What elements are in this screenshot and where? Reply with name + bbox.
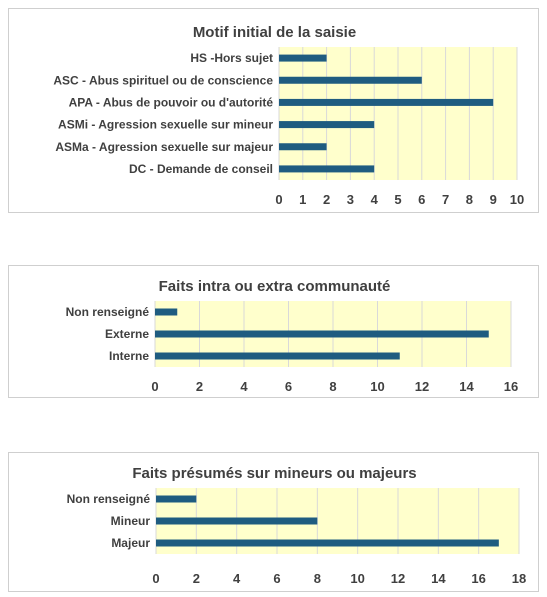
category-label: HS -Hors sujet — [190, 51, 273, 65]
x-tick-label: 3 — [347, 192, 354, 207]
x-tick-label: 12 — [391, 571, 405, 586]
category-label: DC - Demande de conseil — [129, 162, 273, 176]
category-label: Externe — [105, 327, 149, 341]
x-tick-label: 4 — [371, 192, 379, 207]
x-tick-label: 14 — [459, 379, 474, 394]
x-tick-label: 6 — [285, 379, 292, 394]
chart-motif: Motif initial de la saisie 0 1 2 3 4 5 6 7 8 9 10 HS… — [53, 24, 524, 207]
category-label: Non renseigné — [67, 492, 151, 506]
category-label: Interne — [109, 349, 149, 363]
x-tick-label: 0 — [152, 571, 159, 586]
category-label: Non renseigné — [66, 305, 150, 319]
bar — [279, 98, 494, 106]
x-tick-label: 2 — [323, 192, 330, 207]
x-tick-label: 9 — [490, 192, 497, 207]
x-tick-label: 10 — [370, 379, 384, 394]
chart-panel-motif: Motif initial de la saisie 0 1 2 3 4 5 6 7 8 9 10 HS… — [8, 8, 539, 213]
category-label: ASMa - Agression sexuelle sur majeur — [55, 140, 273, 154]
bar — [279, 143, 327, 151]
chart-mineurs-majeurs: Faits présumés sur mineurs ou majeurs 0 2 4… — [67, 465, 527, 586]
chart-title: Motif initial de la saisie — [193, 24, 356, 41]
category-label: APA - Abus de pouvoir ou d'autorité — [69, 95, 274, 109]
x-tick-label: 8 — [314, 571, 321, 586]
bar — [279, 54, 327, 62]
x-tick-label: 18 — [512, 571, 526, 586]
x-tick-label: 2 — [196, 379, 203, 394]
bar — [155, 330, 489, 338]
x-tick-label: 4 — [233, 571, 241, 586]
x-tick-label: 0 — [151, 379, 158, 394]
category-label: Majeur — [111, 536, 150, 550]
bar — [156, 517, 318, 525]
category-label: ASMi - Agression sexuelle sur mineur — [58, 118, 273, 132]
x-tick-label: 8 — [329, 379, 336, 394]
x-tick-label: 2 — [193, 571, 200, 586]
bar — [156, 539, 499, 547]
category-label: ASC - Abus spirituel ou de conscience — [53, 73, 273, 87]
bar — [279, 121, 375, 129]
category-label: Mineur — [111, 514, 151, 528]
x-tick-label: 8 — [466, 192, 473, 207]
bar — [155, 308, 178, 316]
x-tick-label: 5 — [394, 192, 401, 207]
bar — [279, 165, 375, 173]
x-tick-label: 0 — [275, 192, 282, 207]
x-tick-label: 7 — [442, 192, 449, 207]
x-tick-label: 10 — [510, 192, 524, 207]
chart-title: Faits présumés sur mineurs ou majeurs — [132, 465, 416, 482]
bar — [156, 495, 197, 503]
x-tick-label: 12 — [415, 379, 429, 394]
chart-communaute: Faits intra ou extra communauté 0 2 4 6 8 10 12… — [66, 278, 519, 394]
x-tick-label: 4 — [240, 379, 248, 394]
chart-title: Faits intra ou extra communauté — [159, 278, 391, 295]
x-tick-label: 1 — [299, 192, 306, 207]
x-tick-label: 10 — [350, 571, 364, 586]
x-tick-label: 6 — [273, 571, 280, 586]
x-tick-label: 16 — [471, 571, 485, 586]
x-tick-label: 6 — [418, 192, 425, 207]
bar — [155, 352, 400, 360]
chart-panel-communaute: Faits intra ou extra communauté 0 2 4 6 8 10 12… — [8, 265, 539, 398]
x-tick-label: 14 — [431, 571, 446, 586]
bar — [279, 76, 422, 84]
chart-panel-mineurs-majeurs: Faits présumés sur mineurs ou majeurs 0 2 4… — [8, 452, 539, 592]
x-tick-label: 16 — [504, 379, 518, 394]
